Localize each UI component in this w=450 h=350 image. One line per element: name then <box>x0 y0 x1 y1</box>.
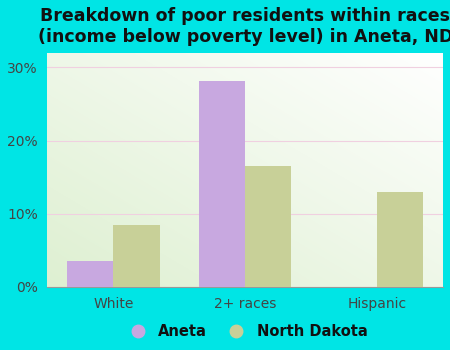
Bar <box>67 261 113 287</box>
Bar <box>245 166 292 287</box>
Bar <box>377 192 423 287</box>
Legend: Aneta, North Dakota: Aneta, North Dakota <box>117 318 373 345</box>
Title: Breakdown of poor residents within races
(income below poverty level) in Aneta, : Breakdown of poor residents within races… <box>38 7 450 46</box>
Bar <box>113 225 159 287</box>
Bar <box>199 80 245 287</box>
